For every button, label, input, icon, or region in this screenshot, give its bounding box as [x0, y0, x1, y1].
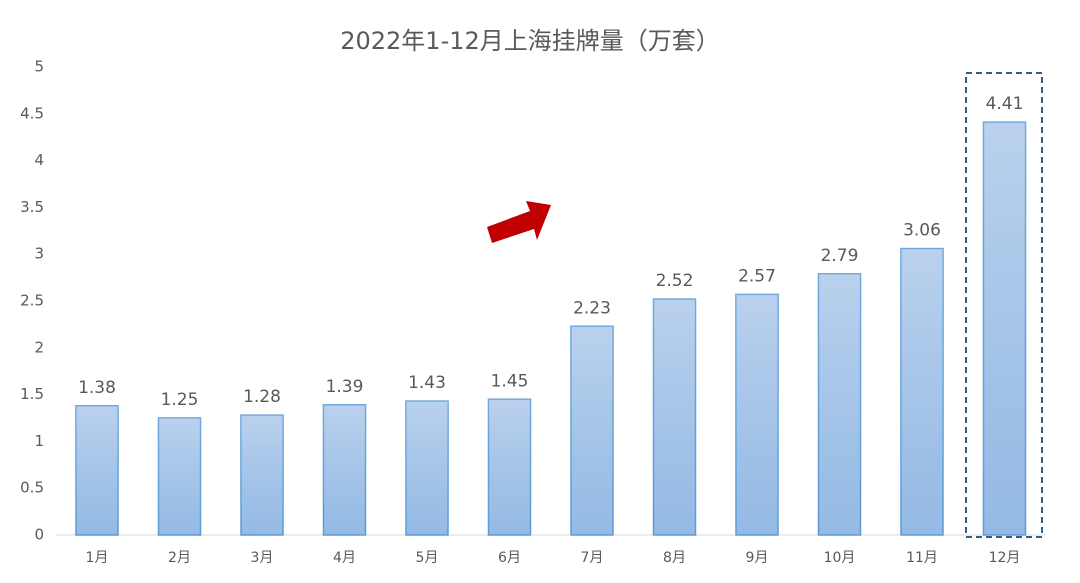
- bar: [652, 298, 697, 536]
- y-tick-label: 3: [34, 245, 44, 263]
- value-label: 1.38: [78, 378, 116, 398]
- value-label: 1.39: [326, 377, 364, 397]
- x-tick-label: 12月: [989, 550, 1021, 566]
- chart-title: 2022年1-12月上海挂牌量（万套）: [340, 27, 720, 55]
- bar: [240, 414, 284, 536]
- bar: [570, 325, 614, 536]
- value-label: 2.52: [656, 271, 694, 291]
- value-label: 1.28: [243, 387, 281, 407]
- x-tick-label: 1月: [86, 550, 109, 566]
- x-tick-label: 8月: [663, 550, 686, 566]
- bar: [157, 417, 202, 536]
- value-label: 1.43: [408, 373, 446, 393]
- x-tick-label: 11月: [906, 550, 938, 566]
- value-label: 2.79: [821, 246, 859, 266]
- bar: [405, 400, 449, 536]
- bar: [817, 273, 862, 536]
- y-tick-label: 2: [34, 338, 44, 356]
- value-label: 4.41: [986, 94, 1024, 114]
- y-tick-label: 2.5: [20, 292, 44, 310]
- y-tick-label: 1: [34, 432, 44, 450]
- x-tick-label: 5月: [416, 550, 439, 566]
- y-tick-label: 0: [34, 526, 44, 544]
- x-tick-label: 10月: [824, 550, 856, 566]
- bar: [900, 247, 944, 536]
- value-label: 1.45: [491, 371, 529, 391]
- x-tick-label: 4月: [333, 550, 356, 566]
- y-tick-label: 1.5: [20, 385, 44, 403]
- x-tick-label: 6月: [498, 550, 521, 566]
- x-tick-label: 2月: [168, 550, 191, 566]
- y-tick-label: 3.5: [20, 198, 44, 216]
- y-tick-label: 4.5: [20, 104, 44, 122]
- x-tick-label: 3月: [251, 550, 274, 566]
- value-label: 1.25: [161, 390, 199, 410]
- value-label: 2.23: [573, 298, 611, 318]
- bar: [75, 405, 119, 536]
- y-tick-label: 0.5: [20, 479, 44, 497]
- y-tick-label: 4: [34, 151, 44, 169]
- bar: [322, 404, 367, 536]
- plot-area: 0 0.5 1 1.5 2 2.5 3 3.5 4 4.5 5 1月 1.38 2月 1.25 3月 1.28 4…: [20, 58, 1046, 566]
- value-label: 2.57: [738, 266, 776, 286]
- x-tick-label: 9月: [746, 550, 769, 566]
- x-tick-label: 7月: [581, 550, 604, 566]
- bar: [735, 293, 779, 536]
- arrow-decoration: [487, 201, 551, 243]
- bar: [487, 398, 532, 536]
- bar: [982, 121, 1027, 536]
- value-label: 3.06: [903, 221, 941, 241]
- y-tick-label: 5: [34, 58, 44, 76]
